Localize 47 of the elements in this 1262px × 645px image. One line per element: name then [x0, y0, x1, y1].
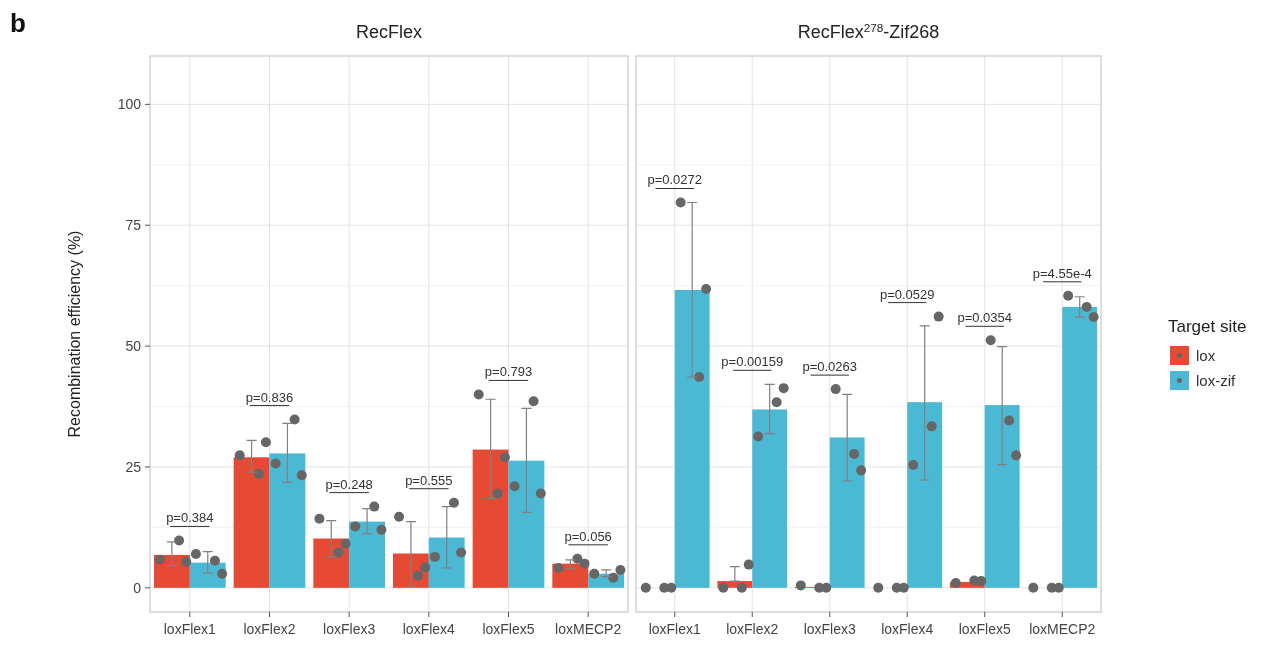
- x-tick-label: loxFlex3: [323, 621, 376, 637]
- x-tick-label: loxFlex1: [648, 621, 702, 637]
- x-tick-label: loxFlex1: [163, 621, 217, 637]
- x-tick-label: loxMECP2: [1029, 621, 1096, 637]
- annotation: p=0.00159: [721, 354, 784, 370]
- annotation: p=4.55e-4: [1032, 265, 1092, 281]
- bar: [269, 453, 306, 588]
- y-tick-label: 0: [133, 579, 142, 596]
- annotation: p=0.0272: [647, 172, 703, 188]
- annotation: p=0.056: [564, 528, 612, 544]
- annotation: p=0.0529: [879, 286, 935, 302]
- x-tick-label: loxMECP2: [555, 621, 622, 637]
- annotation: p=0.555: [405, 472, 453, 488]
- annotation: p=0.384: [166, 510, 214, 526]
- x-tick-label: loxFlex3: [803, 621, 857, 637]
- annotation: p=0.0354: [957, 310, 1013, 326]
- bar: [752, 409, 788, 588]
- bar: [1062, 306, 1098, 588]
- chart-title: RecFlex: [355, 22, 423, 42]
- x-tick-label: loxFlex2: [243, 621, 296, 637]
- legend-label: lox: [1196, 347, 1216, 365]
- bar: [829, 437, 865, 588]
- x-tick-label: loxFlex2: [726, 621, 779, 637]
- annotation: p=0.248: [325, 476, 373, 492]
- y-axis-title: Recombination efficiency (%): [66, 230, 83, 438]
- legend-label: lox-zif: [1196, 372, 1236, 390]
- bar: [349, 521, 386, 588]
- x-tick-label: loxFlex5: [958, 621, 1012, 637]
- bar: [233, 457, 270, 588]
- y-tick-label: 100: [117, 96, 142, 113]
- chart-title: RecFlex$^{278}$-Zif268: [797, 20, 940, 42]
- bar: [472, 449, 509, 588]
- x-tick-label: loxFlex4: [881, 621, 934, 637]
- text: b: [10, 8, 26, 38]
- annotation: p=0.836: [245, 389, 294, 405]
- x-tick-label: loxFlex5: [482, 621, 535, 637]
- y-tick-label: 50: [125, 337, 142, 354]
- y-tick-label: 75: [125, 217, 142, 234]
- bar: [984, 405, 1020, 588]
- annotation: p=0.0263: [802, 359, 858, 375]
- bar: [907, 402, 943, 588]
- bar: [508, 460, 545, 588]
- bar: [674, 290, 710, 588]
- y-tick-label: 25: [125, 458, 142, 475]
- annotation: p=0.793: [484, 364, 533, 380]
- x-tick-label: loxFlex4: [402, 621, 456, 637]
- legend-title: Target site: [1168, 317, 1247, 336]
